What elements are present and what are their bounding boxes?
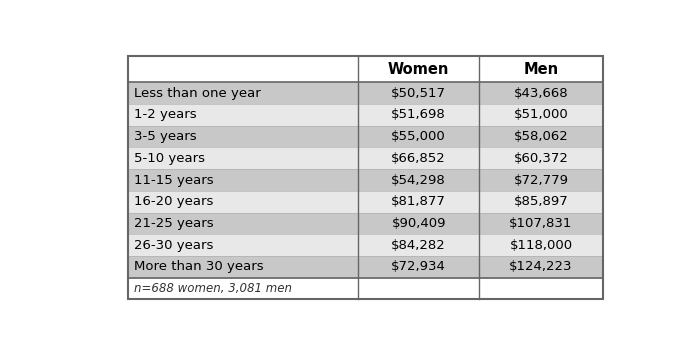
Text: $58,062: $58,062	[514, 130, 568, 143]
Bar	[128, 191, 603, 213]
Text: 3-5 years: 3-5 years	[134, 130, 196, 143]
Text: $54,298: $54,298	[391, 174, 446, 187]
Text: More than 30 years: More than 30 years	[134, 260, 264, 274]
Bar	[128, 234, 603, 256]
Text: $85,897: $85,897	[514, 195, 568, 208]
Text: $50,517: $50,517	[391, 87, 446, 100]
Text: $66,852: $66,852	[391, 152, 446, 165]
Text: $60,372: $60,372	[514, 152, 568, 165]
Text: 26-30 years: 26-30 years	[134, 239, 213, 252]
Text: 11-15 years: 11-15 years	[134, 174, 213, 187]
Bar	[128, 56, 603, 300]
Text: $72,934: $72,934	[391, 260, 446, 274]
Text: $81,877: $81,877	[391, 195, 446, 208]
Bar	[128, 256, 603, 278]
Text: $55,000: $55,000	[391, 130, 446, 143]
Text: 1-2 years: 1-2 years	[134, 108, 196, 121]
Bar	[128, 56, 603, 82]
Bar	[128, 56, 603, 300]
Text: 5-10 years: 5-10 years	[134, 152, 205, 165]
Text: $118,000: $118,000	[510, 239, 572, 252]
Text: $51,698: $51,698	[391, 108, 446, 121]
Bar	[128, 213, 603, 234]
Text: $84,282: $84,282	[391, 239, 446, 252]
Bar	[128, 126, 603, 147]
Text: n=688 women, 3,081 men: n=688 women, 3,081 men	[134, 282, 292, 295]
Bar	[128, 147, 603, 169]
Text: $124,223: $124,223	[510, 260, 572, 274]
Text: Women: Women	[388, 62, 449, 77]
Text: $90,409: $90,409	[391, 217, 446, 230]
Text: $107,831: $107,831	[510, 217, 572, 230]
Text: 16-20 years: 16-20 years	[134, 195, 213, 208]
Bar	[128, 169, 603, 191]
Text: $72,779: $72,779	[514, 174, 568, 187]
Bar	[128, 278, 603, 300]
Text: 21-25 years: 21-25 years	[134, 217, 213, 230]
Text: Men: Men	[524, 62, 559, 77]
Bar	[128, 82, 603, 104]
Text: $51,000: $51,000	[514, 108, 568, 121]
Bar	[128, 104, 603, 126]
Text: Less than one year: Less than one year	[134, 87, 261, 100]
Text: $43,668: $43,668	[514, 87, 568, 100]
